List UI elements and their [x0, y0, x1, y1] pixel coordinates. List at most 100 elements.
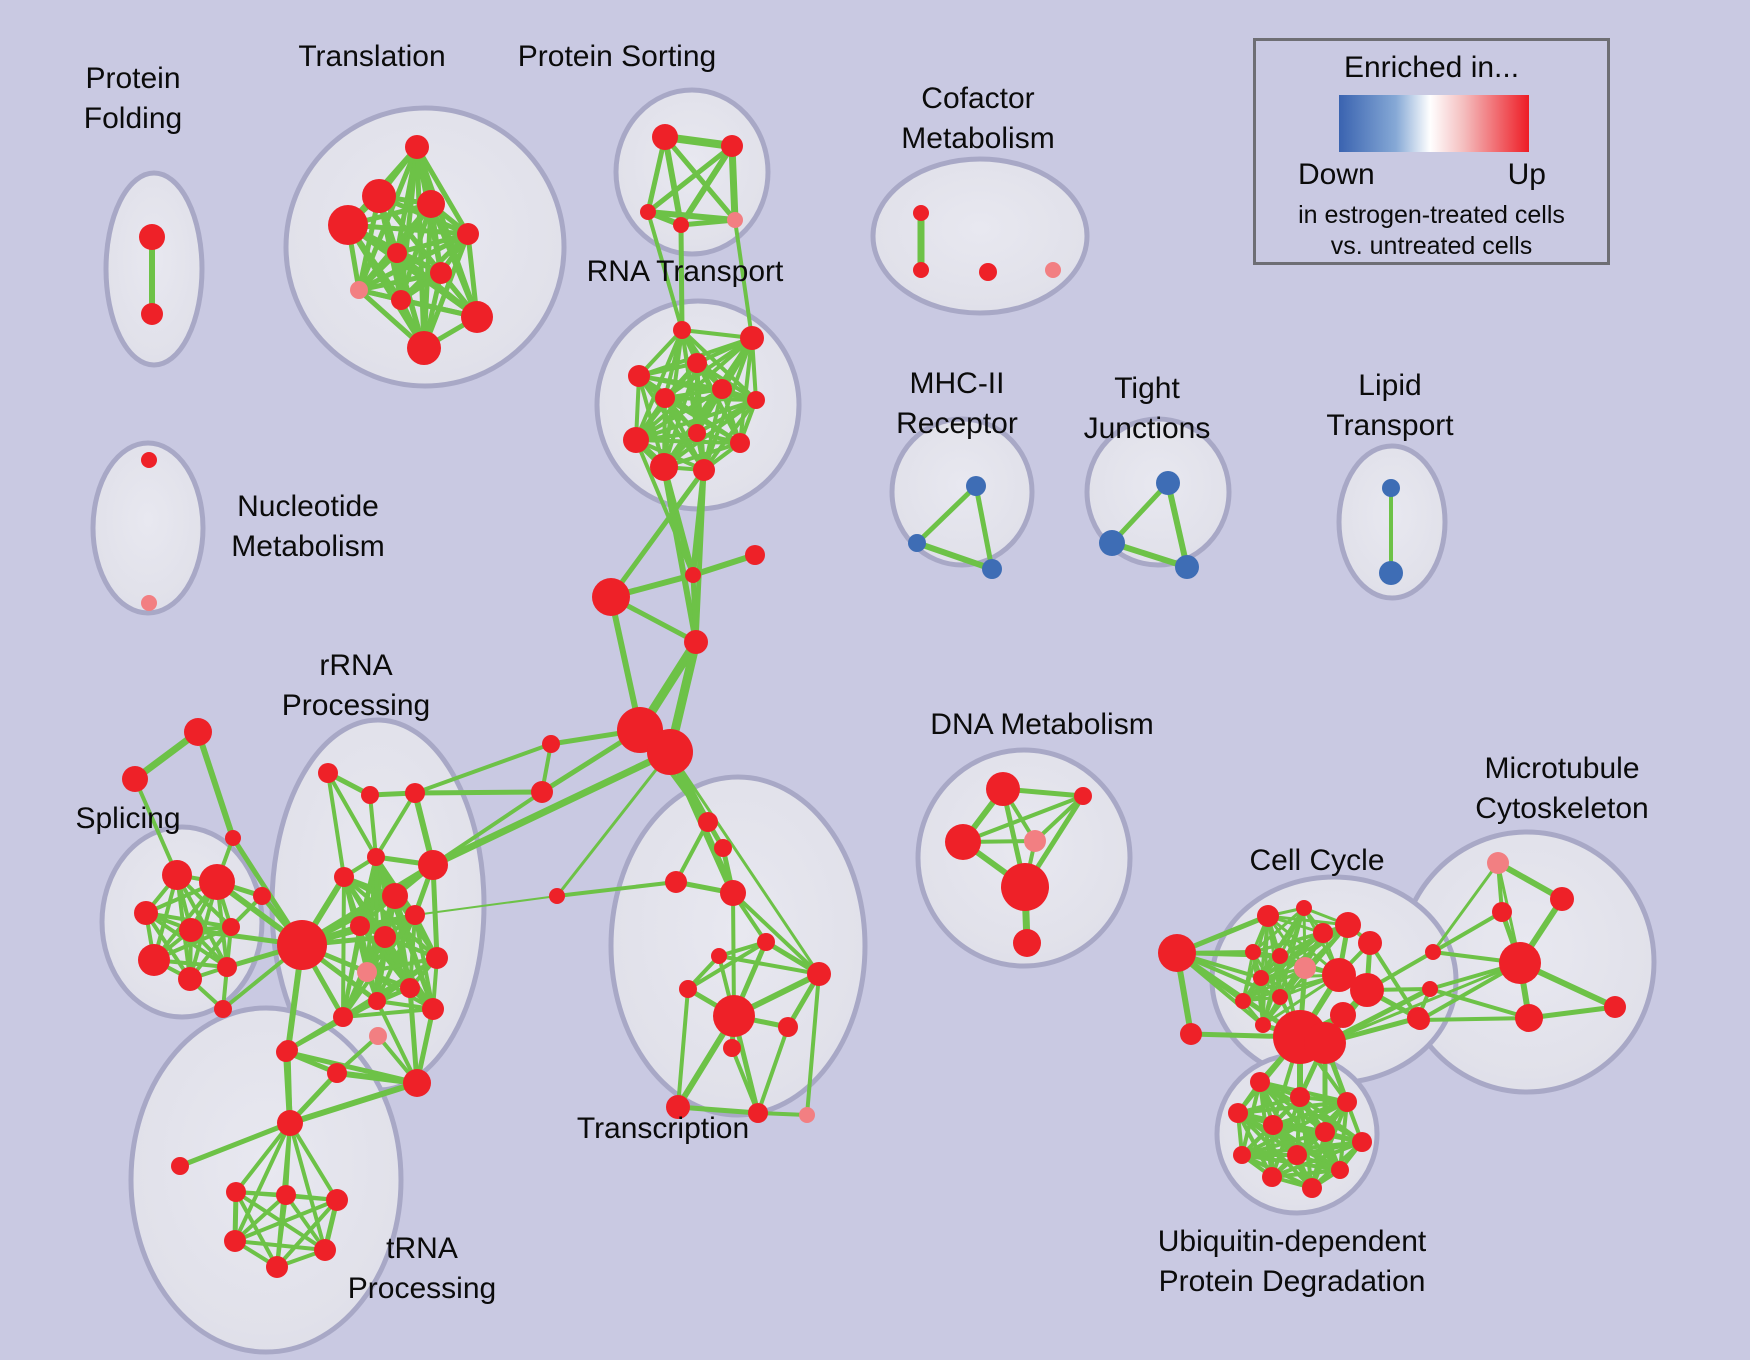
network-node[interactable]: [1331, 1161, 1349, 1179]
network-node[interactable]: [1272, 948, 1288, 964]
network-node[interactable]: [711, 948, 727, 964]
network-node[interactable]: [1604, 996, 1626, 1018]
network-node[interactable]: [328, 205, 368, 245]
network-node[interactable]: [679, 980, 697, 998]
network-node[interactable]: [986, 772, 1020, 806]
network-node[interactable]: [141, 303, 163, 325]
network-node[interactable]: [382, 883, 408, 909]
network-node[interactable]: [457, 223, 479, 245]
network-node[interactable]: [357, 962, 377, 982]
network-node[interactable]: [122, 766, 148, 792]
network-node[interactable]: [1492, 902, 1512, 922]
network-node[interactable]: [1257, 905, 1279, 927]
network-node[interactable]: [1302, 1178, 1322, 1198]
network-node[interactable]: [1245, 944, 1261, 960]
network-node[interactable]: [655, 388, 675, 408]
network-node[interactable]: [1425, 944, 1441, 960]
network-node[interactable]: [1074, 787, 1092, 805]
network-node[interactable]: [141, 595, 157, 611]
network-node[interactable]: [1156, 471, 1180, 495]
network-node[interactable]: [141, 452, 157, 468]
network-node[interactable]: [1322, 958, 1356, 992]
network-node[interactable]: [652, 124, 678, 150]
network-node[interactable]: [314, 1239, 336, 1261]
network-node[interactable]: [1335, 912, 1361, 938]
network-node[interactable]: [1422, 981, 1438, 997]
network-node[interactable]: [1350, 973, 1384, 1007]
network-node[interactable]: [405, 783, 425, 803]
network-node[interactable]: [1290, 1087, 1310, 1107]
network-node[interactable]: [225, 830, 241, 846]
network-node[interactable]: [745, 545, 765, 565]
network-node[interactable]: [407, 331, 441, 365]
network-node[interactable]: [134, 901, 158, 925]
network-node[interactable]: [666, 1095, 690, 1119]
network-node[interactable]: [184, 718, 212, 746]
network-node[interactable]: [276, 1042, 296, 1062]
network-node[interactable]: [945, 824, 981, 860]
network-node[interactable]: [687, 353, 707, 373]
network-node[interactable]: [1294, 957, 1316, 979]
network-node[interactable]: [461, 301, 493, 333]
network-node[interactable]: [592, 578, 630, 616]
network-node[interactable]: [778, 1017, 798, 1037]
network-node[interactable]: [224, 1230, 246, 1252]
network-node[interactable]: [403, 1069, 431, 1097]
network-node[interactable]: [730, 433, 750, 453]
network-node[interactable]: [361, 786, 379, 804]
network-node[interactable]: [138, 944, 170, 976]
network-node[interactable]: [531, 781, 553, 803]
network-node[interactable]: [318, 763, 338, 783]
network-node[interactable]: [1158, 934, 1196, 972]
network-node[interactable]: [1499, 942, 1541, 984]
network-node[interactable]: [391, 290, 411, 310]
network-node[interactable]: [712, 379, 732, 399]
network-node[interactable]: [623, 427, 649, 453]
network-node[interactable]: [1358, 931, 1382, 955]
network-node[interactable]: [647, 729, 693, 775]
network-node[interactable]: [418, 850, 448, 880]
network-node[interactable]: [405, 135, 429, 159]
network-node[interactable]: [179, 918, 203, 942]
network-node[interactable]: [721, 135, 743, 157]
network-node[interactable]: [1515, 1004, 1543, 1032]
network-node[interactable]: [966, 476, 986, 496]
network-node[interactable]: [1296, 900, 1312, 916]
network-node[interactable]: [913, 205, 929, 221]
network-node[interactable]: [665, 871, 687, 893]
network-node[interactable]: [253, 887, 271, 905]
network-node[interactable]: [1487, 852, 1509, 874]
network-node[interactable]: [1337, 1092, 1357, 1112]
network-node[interactable]: [698, 812, 718, 832]
network-node[interactable]: [673, 217, 689, 233]
network-node[interactable]: [276, 1185, 296, 1205]
network-node[interactable]: [387, 243, 407, 263]
network-node[interactable]: [1180, 1023, 1202, 1045]
network-node[interactable]: [1253, 970, 1269, 986]
network-node[interactable]: [178, 967, 202, 991]
network-node[interactable]: [727, 212, 743, 228]
network-node[interactable]: [1315, 1122, 1335, 1142]
network-node[interactable]: [400, 978, 420, 998]
network-node[interactable]: [214, 1000, 232, 1018]
network-node[interactable]: [1379, 561, 1403, 585]
network-node[interactable]: [417, 190, 445, 218]
network-node[interactable]: [362, 179, 396, 213]
network-node[interactable]: [374, 926, 396, 948]
network-node[interactable]: [982, 559, 1002, 579]
network-node[interactable]: [908, 534, 926, 552]
network-node[interactable]: [713, 995, 755, 1037]
network-node[interactable]: [1255, 1017, 1271, 1033]
network-node[interactable]: [350, 281, 368, 299]
network-node[interactable]: [913, 262, 929, 278]
network-node[interactable]: [685, 567, 701, 583]
network-node[interactable]: [1313, 923, 1333, 943]
network-node[interactable]: [1287, 1145, 1307, 1165]
network-node[interactable]: [277, 920, 327, 970]
network-node[interactable]: [139, 224, 165, 250]
network-node[interactable]: [693, 459, 715, 481]
network-node[interactable]: [368, 992, 386, 1010]
network-node[interactable]: [1330, 1002, 1356, 1028]
network-node[interactable]: [327, 1063, 347, 1083]
network-node[interactable]: [807, 962, 831, 986]
